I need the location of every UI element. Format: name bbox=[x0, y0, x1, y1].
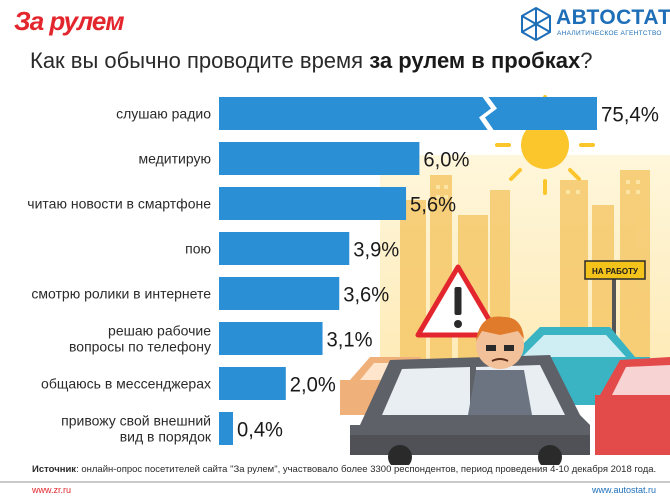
chart-title-bold: за рулем в пробках bbox=[369, 48, 581, 73]
bar-7 bbox=[219, 412, 233, 445]
sign-text: НА РАБОТУ bbox=[592, 267, 639, 276]
chart-title-suffix: ? bbox=[580, 48, 593, 73]
zarulem-logo: За рулем bbox=[14, 6, 125, 36]
bar-3 bbox=[219, 232, 350, 265]
category-label-0: слушаю радио bbox=[116, 106, 211, 122]
autostat-emblem-icon bbox=[521, 6, 551, 42]
warning-icon bbox=[415, 264, 501, 338]
category-label-1: медитирую bbox=[139, 151, 211, 167]
category-label-3: пою bbox=[185, 241, 211, 257]
chart-title-prefix: Как вы обычно проводите время bbox=[30, 48, 370, 73]
source-note: Источник: онлайн-опрос посетителей сайта… bbox=[32, 464, 656, 475]
value-label-2: 5,6% bbox=[410, 194, 456, 217]
bar-0 bbox=[219, 97, 597, 130]
car-grey-with-driver bbox=[350, 316, 590, 465]
category-label-6: общаюсь в мессенджерах bbox=[41, 376, 211, 392]
autostat-logo-subtitle: АНАЛИТИЧЕСКОЕ АГЕНТСТВО bbox=[557, 30, 662, 37]
bars-layer: 75,4% слушаю радио 6,0% медитирую 5,6% читаю … bbox=[27, 95, 659, 445]
category-label-2: читаю новости в смартфоне bbox=[27, 196, 211, 212]
signpost: НА РАБОТУ bbox=[584, 260, 646, 355]
footer-divider bbox=[0, 481, 670, 483]
value-label-5: 3,1% bbox=[327, 329, 373, 352]
traffic-jam-illustration: НА РАБОТУ bbox=[340, 95, 670, 465]
bar-5 bbox=[219, 322, 323, 355]
chart-title: Как вы обычно проводите время за рулем в… bbox=[30, 48, 592, 74]
autostat-logo-text: АВТОСТАТ bbox=[556, 6, 670, 29]
autostat-logo: АВТОСТАТ АНАЛИТИЧЕСКОЕ АГЕНТСТВО bbox=[518, 6, 670, 46]
value-label-1: 6,0% bbox=[423, 149, 469, 172]
value-label-3: 3,9% bbox=[353, 239, 399, 262]
category-label-7: привожу свой внешний вид в порядок bbox=[61, 413, 212, 445]
value-label-0: 75,4% bbox=[601, 104, 659, 127]
angry-driver-icon bbox=[468, 316, 532, 415]
category-label-5: решаю рабочие вопросы по телефону bbox=[69, 323, 211, 355]
source-label: Источник bbox=[32, 464, 77, 475]
source-text: : онлайн-опрос посетителей сайта "За рул… bbox=[76, 464, 657, 475]
bar-4 bbox=[219, 277, 340, 310]
axis-break-mark bbox=[479, 95, 497, 132]
value-label-4: 3,6% bbox=[343, 284, 389, 307]
value-label-7: 0,4% bbox=[237, 419, 283, 442]
footer-url-zr[interactable]: www.zr.ru bbox=[32, 485, 72, 495]
bar-6 bbox=[219, 367, 286, 400]
footer-url-autostat[interactable]: www.autostat.ru bbox=[591, 485, 656, 495]
bar-2 bbox=[219, 187, 407, 220]
car-red bbox=[595, 357, 670, 455]
value-label-6: 2,0% bbox=[290, 374, 336, 397]
bar-1 bbox=[219, 142, 420, 175]
category-label-4: смотрю ролики в интернете bbox=[31, 286, 211, 302]
